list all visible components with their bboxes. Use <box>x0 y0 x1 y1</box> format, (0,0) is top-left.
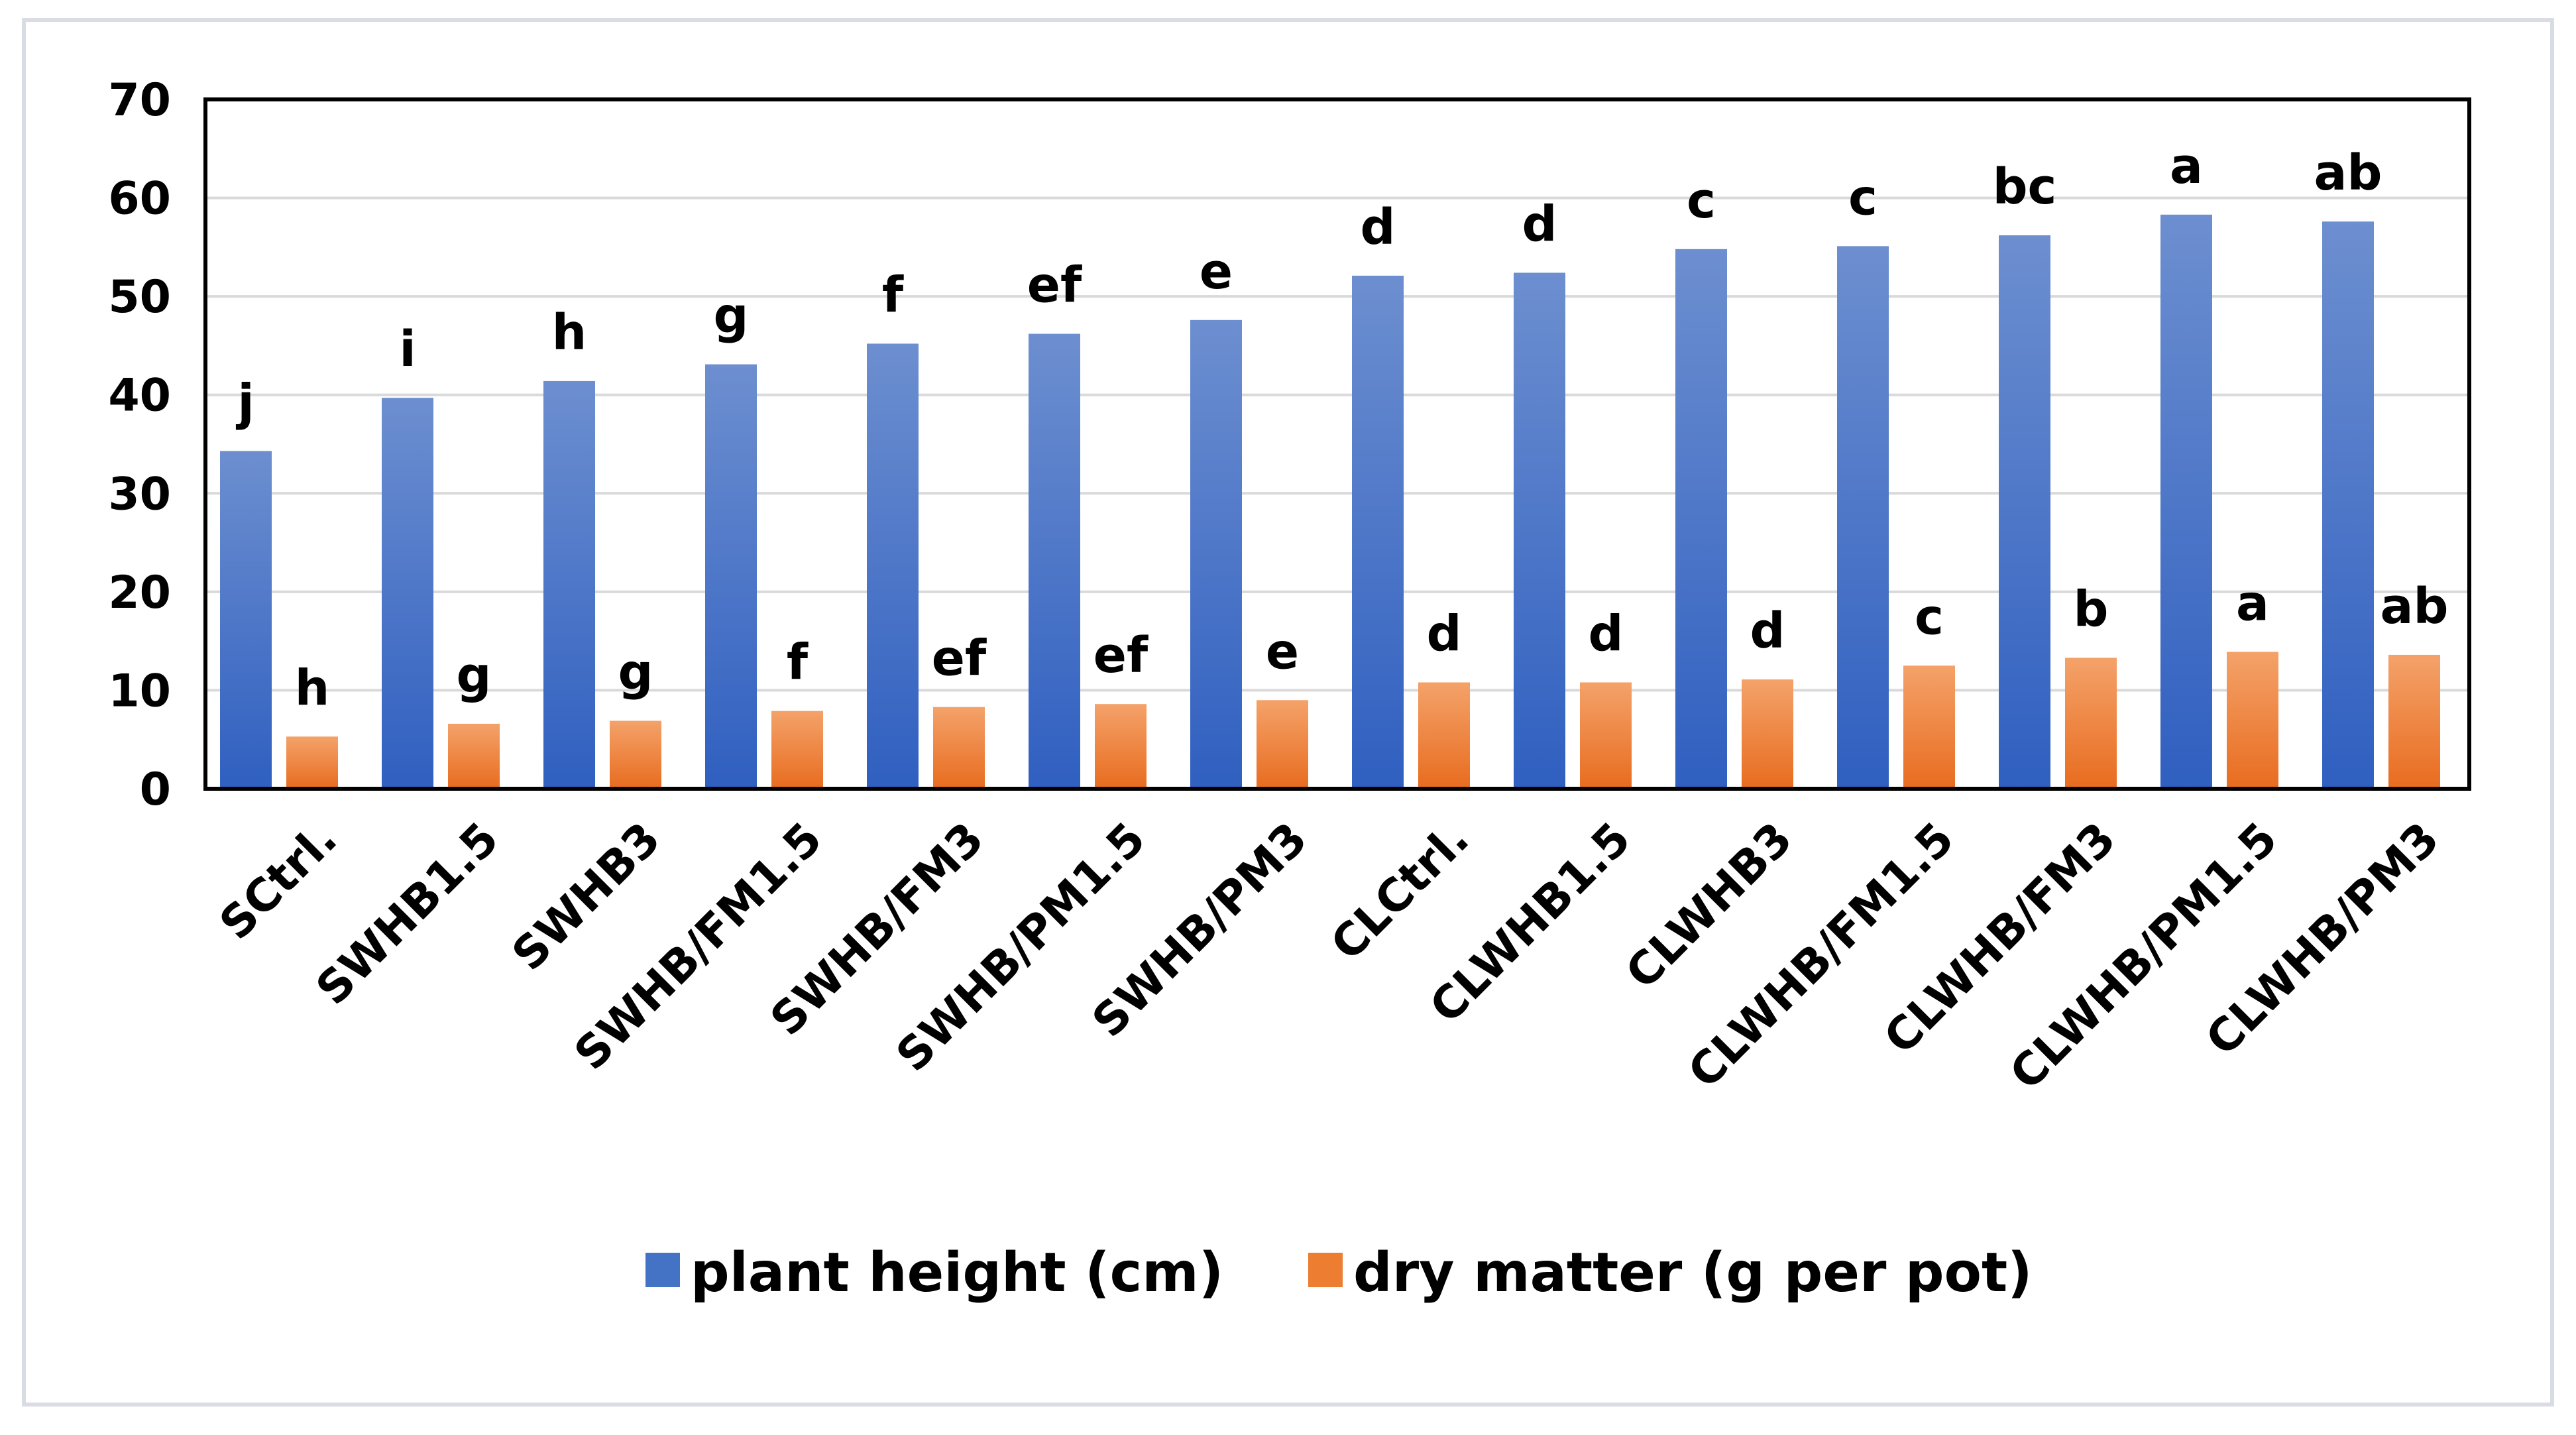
bar-dry-matter <box>771 711 823 789</box>
significance-label: ef <box>932 630 987 687</box>
legend-swatch-dry-matter <box>1308 1253 1343 1287</box>
significance-label: f <box>882 266 904 323</box>
bar-dry-matter <box>610 720 661 789</box>
significance-label: e <box>1200 243 1233 300</box>
significance-label: ef <box>1027 257 1082 314</box>
significance-label: j <box>235 374 254 431</box>
y-tick-label: 70 <box>108 74 171 127</box>
significance-label: b <box>2074 581 2109 638</box>
significance-labels: j h i g h g g f f ef ef ef e e d d d d c d c c bc b a a ab ab <box>235 138 2448 717</box>
bar-plant-height <box>1675 249 1727 789</box>
bar-dry-matter <box>1742 679 1793 789</box>
x-category-label: CLWHB/FM1.5 <box>1679 813 1964 1098</box>
bar-chart: 0 10 20 30 40 50 60 70 SCtrl.SWHB1.5SWHB3SWHB/F… <box>108 74 2471 1304</box>
significance-label: e <box>1266 623 1299 680</box>
bar-dry-matter <box>2388 654 2440 789</box>
significance-label: c <box>1915 589 1944 646</box>
legend-label-dry-matter: dry matter (g per pot) <box>1353 1241 2033 1304</box>
bar-plant-height <box>705 364 757 789</box>
significance-label: g <box>618 644 653 701</box>
significance-label: g <box>457 647 492 704</box>
significance-label: i <box>399 321 416 378</box>
y-tick-label: 50 <box>108 271 171 323</box>
bar-plant-height <box>867 343 919 789</box>
bar-dry-matter <box>2065 658 2117 789</box>
significance-label: h <box>552 304 587 361</box>
significance-label: g <box>714 288 749 345</box>
bar-plant-height <box>543 380 595 789</box>
significance-label: f <box>787 634 809 691</box>
bar-plant-height <box>220 451 272 789</box>
significance-label: d <box>1427 606 1462 663</box>
bar-dry-matter <box>448 723 500 789</box>
x-category-label: CLWHB/PM1.5 <box>2000 813 2288 1100</box>
bar-dry-matter <box>933 707 985 789</box>
bar-plant-height <box>1190 319 1242 789</box>
bar-dry-matter <box>286 736 338 789</box>
y-tick-label: 0 <box>140 764 171 816</box>
bar-dry-matter <box>1580 682 1632 789</box>
y-tick-label: 30 <box>108 468 171 520</box>
significance-label: bc <box>1993 158 2057 215</box>
bar-plant-height <box>1999 235 2050 789</box>
significance-label: h <box>295 660 330 717</box>
x-category-label: CLCtrl. <box>1321 813 1479 971</box>
y-axis-ticks: 0 10 20 30 40 50 60 70 <box>108 74 171 816</box>
bar-plant-height <box>1352 275 1404 789</box>
bar-plant-height <box>2322 221 2374 789</box>
y-tick-label: 40 <box>108 370 171 422</box>
bar-plant-height <box>1837 246 1889 789</box>
significance-label: d <box>1361 199 1396 256</box>
legend-label-plant-height: plant height (cm) <box>691 1241 1223 1304</box>
legend-swatch-plant-height <box>645 1253 680 1287</box>
bar-dry-matter <box>1418 682 1470 789</box>
bar-dry-matter <box>2227 652 2278 789</box>
x-axis-ticks: SCtrl.SWHB1.5SWHB3SWHB/FM1.5SWHB/FM3SWHB… <box>210 813 2449 1100</box>
significance-label: c <box>1848 169 1877 226</box>
y-tick-label: 10 <box>108 665 171 717</box>
significance-label: c <box>1687 172 1716 229</box>
significance-label: ab <box>2314 144 2382 201</box>
significance-label: d <box>1522 196 1557 253</box>
chart-frame: 0 10 20 30 40 50 60 70 SCtrl. SWHB1.5 SWHB3 SWHB/F… <box>22 18 2554 1406</box>
bar-dry-matter <box>1095 704 1147 789</box>
bar-plant-height <box>1029 333 1080 789</box>
bar-plant-height <box>382 398 433 789</box>
significance-label: d <box>1589 606 1624 663</box>
significance-label: a <box>2236 575 2269 632</box>
significance-label: ef <box>1093 627 1148 684</box>
y-tick-label: 60 <box>108 173 171 225</box>
bars <box>220 214 2440 789</box>
x-category-label: SWHB3 <box>502 813 671 981</box>
bar-plant-height <box>1514 272 1565 789</box>
bar-dry-matter <box>1257 700 1308 789</box>
significance-label: a <box>2170 138 2203 195</box>
bar-dry-matter <box>1903 665 1955 789</box>
significance-label: ab <box>2380 578 2449 635</box>
y-tick-label: 20 <box>108 567 171 619</box>
legend: plant height (cm) dry matter (g per pot) <box>645 1241 2033 1304</box>
bar-plant-height <box>2160 214 2212 789</box>
x-category-label: SCtrl. <box>210 813 347 950</box>
significance-label: d <box>1750 603 1785 660</box>
plot-area-border <box>203 97 2471 791</box>
